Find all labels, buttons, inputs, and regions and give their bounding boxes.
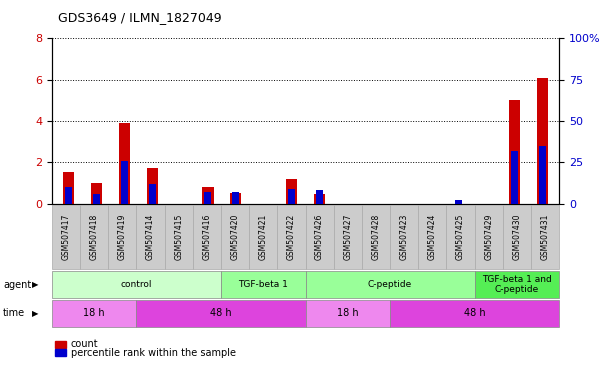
- Text: TGF-beta 1: TGF-beta 1: [238, 280, 288, 289]
- Text: GSM507424: GSM507424: [428, 214, 437, 260]
- Text: GSM507419: GSM507419: [118, 214, 127, 260]
- Text: percentile rank within the sample: percentile rank within the sample: [71, 348, 236, 358]
- Text: 18 h: 18 h: [83, 308, 105, 318]
- Bar: [65, 187, 72, 204]
- Bar: [455, 200, 463, 204]
- Bar: [316, 190, 323, 204]
- Text: GSM507425: GSM507425: [456, 214, 465, 260]
- Bar: [286, 179, 297, 204]
- Text: GSM507417: GSM507417: [62, 214, 70, 260]
- Bar: [288, 189, 295, 204]
- Bar: [230, 193, 241, 204]
- Bar: [119, 123, 130, 204]
- Text: GDS3649 / ILMN_1827049: GDS3649 / ILMN_1827049: [58, 12, 222, 25]
- Bar: [63, 172, 74, 204]
- Text: GSM507426: GSM507426: [315, 214, 324, 260]
- Text: GSM507414: GSM507414: [146, 214, 155, 260]
- Text: GSM507423: GSM507423: [400, 214, 409, 260]
- Text: GSM507418: GSM507418: [90, 214, 99, 260]
- Bar: [91, 183, 102, 204]
- Bar: [93, 194, 100, 204]
- Text: count: count: [71, 339, 98, 349]
- Text: TGF-beta 1 and
C-peptide: TGF-beta 1 and C-peptide: [482, 275, 552, 294]
- Bar: [148, 184, 156, 204]
- Bar: [232, 192, 240, 204]
- Text: 48 h: 48 h: [464, 308, 485, 318]
- Bar: [205, 192, 211, 204]
- Text: GSM507422: GSM507422: [287, 214, 296, 260]
- Bar: [509, 100, 520, 204]
- Bar: [147, 169, 158, 204]
- Text: 18 h: 18 h: [337, 308, 359, 318]
- Text: GSM507416: GSM507416: [202, 214, 211, 260]
- Text: GSM507428: GSM507428: [371, 214, 381, 260]
- Bar: [121, 161, 128, 204]
- Bar: [511, 151, 518, 204]
- Text: 48 h: 48 h: [210, 308, 232, 318]
- Text: time: time: [3, 308, 25, 318]
- Text: GSM507431: GSM507431: [541, 214, 549, 260]
- Text: GSM507427: GSM507427: [343, 214, 353, 260]
- Bar: [202, 187, 214, 204]
- Bar: [539, 146, 546, 204]
- Text: agent: agent: [3, 280, 31, 290]
- Text: GSM507430: GSM507430: [512, 214, 521, 260]
- Bar: [537, 78, 548, 204]
- Text: GSM507421: GSM507421: [258, 214, 268, 260]
- Text: ▶: ▶: [32, 309, 38, 318]
- Bar: [314, 194, 325, 204]
- Text: C-peptide: C-peptide: [368, 280, 412, 289]
- Text: ▶: ▶: [32, 280, 38, 289]
- Text: GSM507420: GSM507420: [230, 214, 240, 260]
- Text: control: control: [121, 280, 152, 289]
- Text: GSM507429: GSM507429: [484, 214, 493, 260]
- Text: GSM507415: GSM507415: [174, 214, 183, 260]
